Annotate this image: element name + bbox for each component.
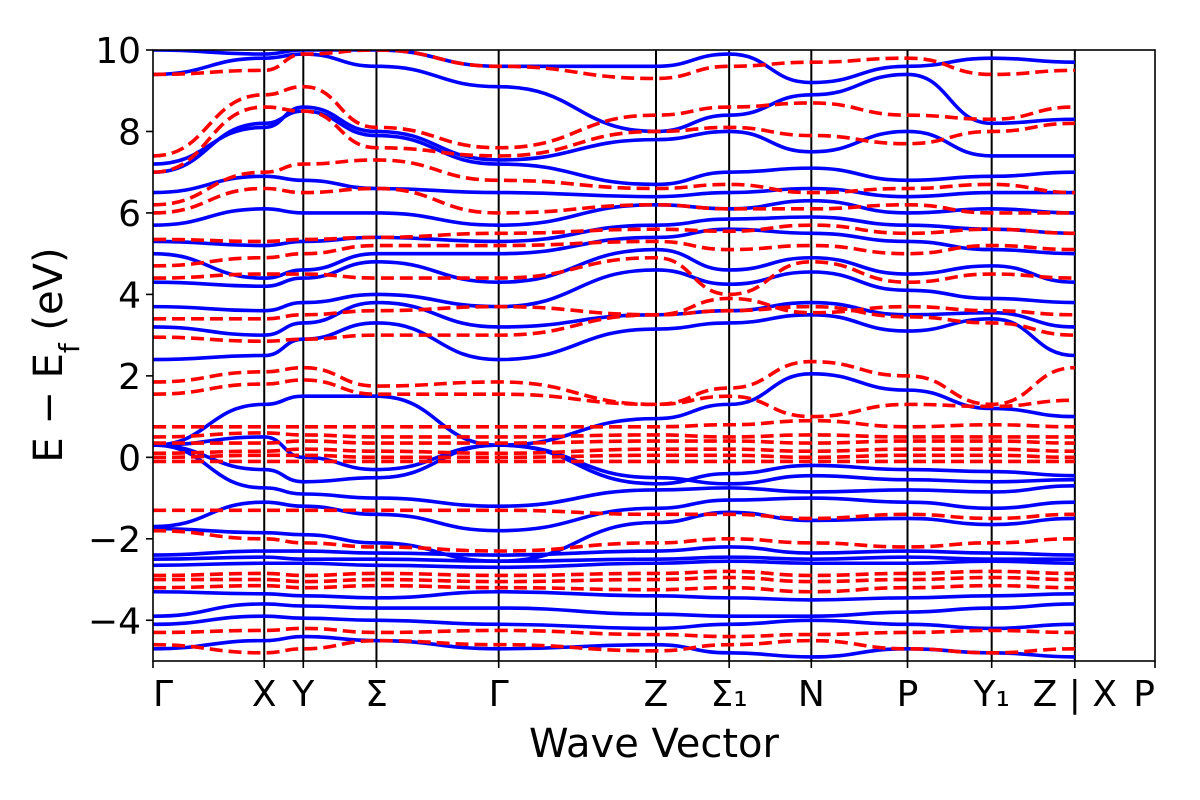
x-tick-label: Z | X [1033,674,1117,715]
solid-band-line [153,496,1075,533]
solid-band-line [153,555,1075,564]
solid-band-line [153,545,1075,557]
dashed-band-line [153,296,1075,321]
dashed-band-line [153,528,1075,553]
x-tick-label: P [897,674,919,715]
x-tick-label: Γ [153,674,173,715]
dashed-band-line [153,638,1075,655]
solid-band-line [153,372,1075,447]
x-axis-ticks: Γ X Y Σ Γ Z Σ₁ N P Y₁ Z | X P [152,661,1156,715]
solid-band-line [153,215,1075,248]
dashed-band-line [153,255,1075,297]
solid-band-line [153,443,1075,486]
x-tick-label: P [1133,674,1155,715]
x-tick-label: Y₁ [972,674,1009,715]
y-tick-label: −4 [88,601,141,642]
solid-band-line [153,247,1075,289]
solid-band-line [153,602,1075,618]
dashed-band-line [153,158,1075,207]
dashed-band-line [153,431,1075,439]
x-tick-label: X [252,674,277,715]
x-tick-label: Y [291,674,315,715]
dashed-band-line [153,304,1075,344]
dashed-band-line [153,359,1075,407]
dashed-band-line [153,223,1075,244]
dashed-band-line [153,439,1075,445]
plot-frame [152,49,1156,662]
dashed-band-line [153,508,1075,521]
x-tick-label: Σ₁ [711,674,748,715]
y-tick-label: 10 [95,31,141,72]
solid-band-line [153,614,1075,631]
x-axis-title: Wave Vector [529,721,780,767]
x-tick-label: Σ [365,674,388,715]
solid-band-line [153,589,1075,602]
y-axis-ticks: −4 −2 0 2 4 6 8 10 [88,31,153,642]
dashed-band-line [153,583,1075,594]
solid-band-line [153,198,1075,227]
solid-band-line [153,443,1075,509]
x-tick-label: Γ [489,674,509,715]
dashed-band-line [153,105,1075,174]
dashed-band-line [153,50,1075,81]
dashed-band-line [153,626,1075,639]
dashed-band-line [153,418,1075,429]
dashed-band-line [153,239,1075,268]
dashed-band-line [153,453,1075,460]
y-tick-label: −2 [88,520,141,561]
x-tick-label: N [798,674,825,715]
solid-band-line [153,435,1075,486]
solid-band-line [153,174,1075,199]
solid-band-line [153,559,1075,570]
y-tick-label: 8 [118,112,141,153]
dashed-band-line [153,84,1075,158]
dashed-band-line [153,186,1075,215]
dashed-band-line [153,575,1075,584]
y-tick-label: 4 [118,275,141,316]
band-lines [153,50,1075,659]
y-tick-label: 6 [118,194,141,235]
solid-band-line [153,510,1075,564]
solid-band-line [153,268,1075,313]
solid-band-line [153,227,1075,280]
x-tick-label: Z [644,674,669,715]
y-tick-label: 0 [118,438,141,479]
y-tick-label: 2 [118,357,141,398]
dashed-band-line [153,569,1075,578]
dashed-band-line [153,447,1075,456]
